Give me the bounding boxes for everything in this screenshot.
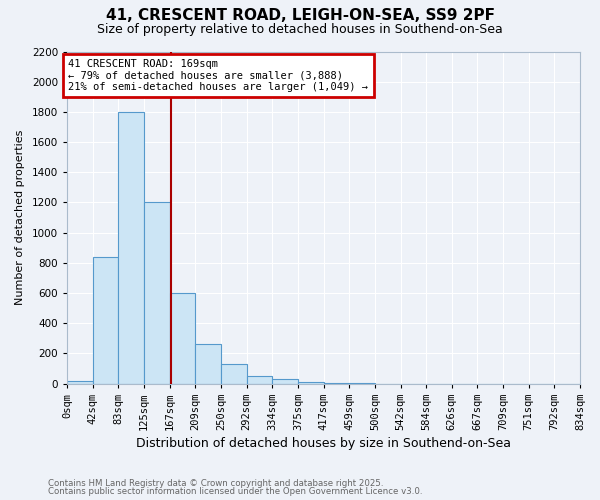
Text: Size of property relative to detached houses in Southend-on-Sea: Size of property relative to detached ho…: [97, 22, 503, 36]
Bar: [93, 257, 118, 384]
X-axis label: Distribution of detached houses by size in Southend-on-Sea: Distribution of detached houses by size …: [136, 437, 511, 450]
Bar: [221, 364, 247, 384]
Bar: [170, 293, 196, 384]
Text: 41, CRESCENT ROAD, LEIGH-ON-SEA, SS9 2PF: 41, CRESCENT ROAD, LEIGH-ON-SEA, SS9 2PF: [106, 8, 494, 22]
Bar: [247, 376, 272, 384]
Bar: [323, 383, 349, 384]
Bar: [67, 380, 93, 384]
Y-axis label: Number of detached properties: Number of detached properties: [15, 130, 25, 305]
Text: Contains HM Land Registry data © Crown copyright and database right 2025.: Contains HM Land Registry data © Crown c…: [48, 478, 383, 488]
Bar: [196, 344, 221, 384]
Bar: [144, 202, 170, 384]
Text: 41 CRESCENT ROAD: 169sqm
← 79% of detached houses are smaller (3,888)
21% of sem: 41 CRESCENT ROAD: 169sqm ← 79% of detach…: [68, 59, 368, 92]
Bar: [272, 379, 298, 384]
Bar: [298, 382, 323, 384]
Bar: [118, 112, 144, 384]
Text: Contains public sector information licensed under the Open Government Licence v3: Contains public sector information licen…: [48, 488, 422, 496]
